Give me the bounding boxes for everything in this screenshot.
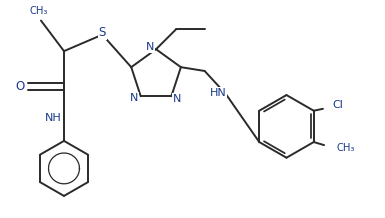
Text: Cl: Cl <box>332 100 343 110</box>
Text: CH₃: CH₃ <box>30 6 48 16</box>
Text: S: S <box>99 26 106 39</box>
Text: NH: NH <box>45 112 62 123</box>
Text: O: O <box>15 80 25 93</box>
Text: HN: HN <box>210 88 226 98</box>
Text: N: N <box>130 93 138 103</box>
Text: N: N <box>173 94 182 104</box>
Text: N: N <box>146 42 154 52</box>
Text: CH₃: CH₃ <box>336 143 355 153</box>
